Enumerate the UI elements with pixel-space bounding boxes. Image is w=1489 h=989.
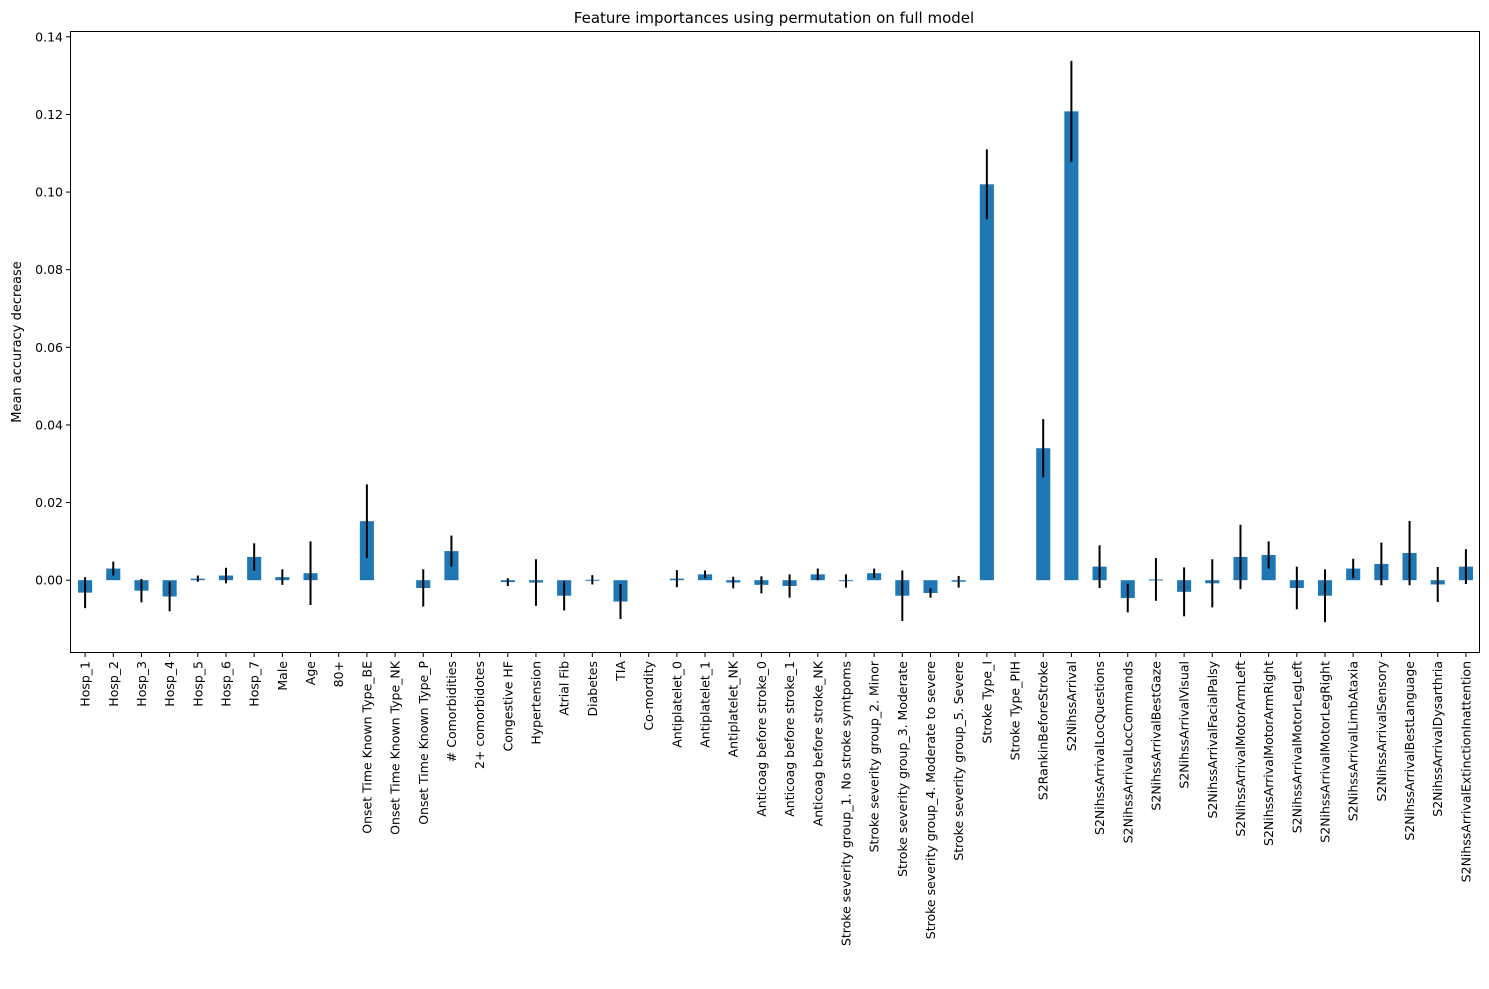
x-tick-label: Anticoag before stroke_NK: [810, 660, 825, 826]
x-tick-label: Anticoag before stroke_1: [782, 661, 797, 817]
x-tick-label: TIA: [613, 661, 628, 682]
x-tick-label: Onset Time Known Type_NK: [388, 660, 403, 835]
x-tick-label: Antiplatelet_0: [669, 661, 684, 748]
x-tick-label: Antiplatelet_NK: [726, 660, 741, 757]
x-tick-label: S2NihssArrivalVisual: [1177, 661, 1192, 789]
x-tick-label: Hosp_4: [162, 661, 177, 707]
x-tick-label: 2+ comorbidotes: [472, 661, 487, 769]
y-axis: 0.00 0.02 0.04 0.06 0.08 0.10 0.12 0.14: [35, 29, 71, 588]
error-bars: [84, 60, 1467, 623]
y-axis-label: Mean accuracy decrease: [10, 261, 25, 423]
x-tick-label: Atrial Fib: [557, 661, 572, 716]
x-tick-label: Stroke severity group_2. Minor: [867, 660, 882, 852]
x-tick-label: S2NihssArrivalMotorArmLeft: [1233, 661, 1248, 837]
x-tick-label: S2NihssArrivalMotorLegRight: [1318, 661, 1333, 843]
x-tick-label: Hosp_1: [78, 661, 93, 707]
x-tick-label: S2NihssArrivalBestGaze: [1148, 661, 1163, 811]
x-tick-label: S2NihssArrivalMotorArmRight: [1261, 661, 1276, 846]
x-tick-label: Onset Time Known Type_BE: [359, 661, 374, 834]
x-tick-label: Co-mordity: [641, 660, 656, 730]
x-tick-label: Stroke severity group_3. Moderate: [895, 661, 910, 877]
x-tick-label: # Comorbidities: [444, 661, 459, 762]
bar: [1064, 111, 1079, 581]
y-tick-label: 0.02: [35, 495, 63, 510]
x-tick-label: Stroke severity group_5. Severe: [951, 661, 966, 861]
chart-title: Feature importances using permutation on…: [574, 9, 974, 27]
y-tick-label: 0.14: [35, 29, 63, 44]
x-tick-label: S2NihssArrivalSensory: [1374, 660, 1389, 801]
x-axis: Hosp_1 Hosp_2 Hosp_3 Hosp_4 Hosp_5 Hosp_6 Hosp…: [78, 652, 1473, 946]
x-tick-label: Hosp_7: [247, 661, 262, 707]
x-tick-label: Age: [303, 661, 318, 685]
x-tick-label: Stroke severity group_4. Moderate to sev…: [923, 661, 938, 940]
x-tick-label: S2NihssArrivalLocCommands: [1120, 661, 1135, 843]
x-tick-label: S2NihssArrivalDysarthria: [1430, 661, 1445, 817]
y-tick-label: 0.00: [35, 573, 63, 588]
x-tick-label: Anticoag before stroke_0: [754, 661, 769, 817]
x-tick-label: Onset Time Known Type_P: [416, 661, 431, 825]
x-tick-label: Stroke Type_I: [979, 661, 994, 743]
x-tick-label: Diabetes: [585, 661, 600, 717]
x-tick-label: S2NihssArrivalMotorLegLeft: [1289, 661, 1304, 833]
x-tick-label: Antiplatelet_1: [698, 661, 713, 748]
x-tick-label: S2NihssArrivalExtinctionInattention: [1458, 661, 1473, 882]
bar: [923, 580, 938, 594]
y-tick-label: 0.12: [35, 107, 63, 122]
x-tick-label: S2NihssArrival: [1064, 661, 1079, 751]
x-tick-label: 80+: [331, 661, 346, 687]
y-tick-label: 0.04: [35, 417, 63, 432]
y-tick-label: 0.06: [35, 340, 63, 355]
x-tick-label: Hypertension: [528, 661, 543, 745]
bars: [78, 111, 1473, 602]
x-tick-label: Stroke severity group_1. No stroke symtp…: [838, 661, 853, 946]
y-tick-label: 0.08: [35, 262, 63, 277]
plot-area-frame: [70, 31, 1480, 653]
x-tick-label: S2NihssArrivalLimbAtaxia: [1346, 661, 1361, 821]
bar: [979, 184, 994, 581]
x-tick-label: Stroke Type_PIH: [1008, 661, 1023, 760]
x-tick-label: Congestive HF: [500, 661, 515, 751]
x-tick-label: S2NihssArrivalFacialPalsy: [1205, 660, 1220, 818]
x-tick-label: Hosp_2: [106, 661, 121, 707]
x-tick-label: S2NihssArrivalLocQuestions: [1092, 661, 1107, 835]
x-tick-label: Hosp_5: [190, 661, 205, 707]
x-tick-label: S2RankinBeforeStroke: [1036, 661, 1051, 801]
x-tick-label: Male: [275, 661, 290, 691]
y-tick-label: 0.10: [35, 185, 63, 200]
x-tick-label: Hosp_6: [218, 661, 233, 707]
x-tick-label: Hosp_3: [134, 661, 149, 707]
bar: [1036, 448, 1051, 581]
x-tick-label: S2NihssArrivalBestLanguage: [1402, 661, 1417, 841]
